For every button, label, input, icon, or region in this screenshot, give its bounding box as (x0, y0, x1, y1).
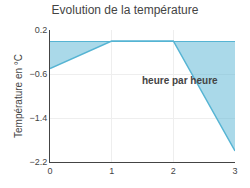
svg-text:Evolution de la température: Evolution de la température (52, 3, 199, 17)
svg-text:heure par heure: heure par heure (142, 75, 218, 86)
svg-text:−1.4: −1.4 (29, 113, 47, 123)
svg-text:Température en °C: Température en °C (13, 54, 24, 138)
svg-text:0.2: 0.2 (35, 25, 48, 35)
svg-text:0: 0 (47, 166, 52, 176)
svg-text:−2.2: −2.2 (29, 157, 47, 167)
svg-text:2: 2 (171, 166, 176, 176)
svg-text:−0.6: −0.6 (29, 69, 47, 79)
svg-text:1: 1 (109, 166, 114, 176)
svg-text:3: 3 (232, 166, 237, 176)
